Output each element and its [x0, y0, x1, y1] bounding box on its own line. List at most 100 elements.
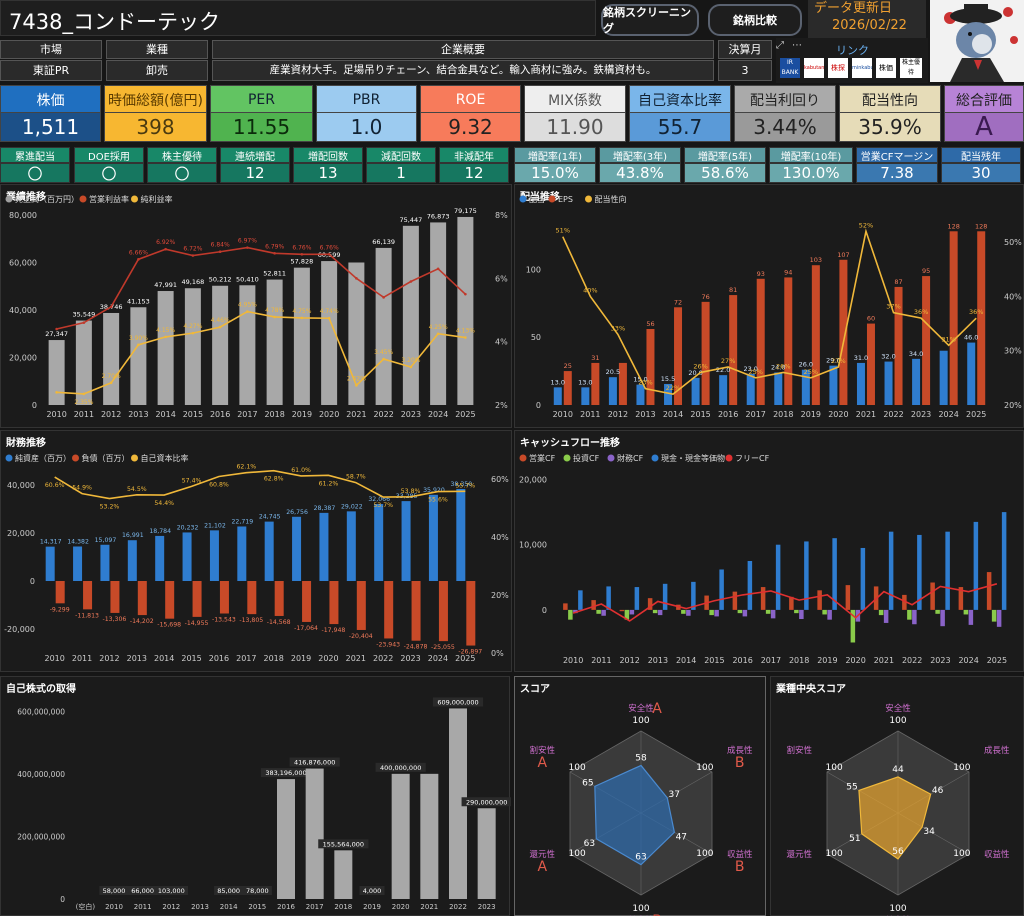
- cf-bar-3-5: [719, 569, 724, 610]
- fin-debt-bar-14: [438, 581, 448, 642]
- page-title: 7438_コンドーテック: [0, 0, 596, 36]
- perf-xtick-13: 2023: [401, 410, 421, 419]
- perf-net-line-pt-9: [300, 316, 304, 320]
- payout-label-2: 33%: [611, 324, 625, 332]
- perf-op-line-pt-9: [300, 252, 304, 256]
- fiscal-label: 決算月: [718, 40, 772, 59]
- fin-ytick-2: 20,000: [7, 529, 35, 538]
- kpi-label-4: ROE: [420, 85, 521, 115]
- fin-ratio-label-2: 53.2%: [100, 504, 120, 511]
- perf-op-line-pt-2: [109, 305, 113, 309]
- kpi-label-5: MIX係数: [524, 85, 626, 115]
- fin-debt-label-6: -13,543: [212, 617, 236, 624]
- fin-debt-label-13: -24,878: [404, 644, 428, 651]
- bb-label-bg-8: [289, 757, 340, 767]
- perf-net-line-pt-1: [82, 392, 86, 396]
- financial-chart: 純資産（百万） 負債（百万） 自己資本比率 -20,000 0 20,000 40,000 0…: [4, 453, 509, 663]
- div-bar-1: [581, 387, 590, 405]
- fin-debt-bar-5: [192, 581, 202, 617]
- flag-label-1: DOE採用: [74, 147, 144, 163]
- kpi-value-0: 1,511: [0, 112, 101, 142]
- perf-bar-0: [48, 340, 65, 405]
- div-legend-dot-0: [519, 195, 527, 203]
- fin-xtick-10: 2020: [318, 654, 338, 663]
- cf-bar-3-1: [606, 586, 611, 610]
- perf-bar-label-12: 66,139: [372, 238, 395, 246]
- fin-xtick-6: 2016: [209, 654, 229, 663]
- cf-legend-dot-3: [651, 454, 659, 462]
- cf-bar-1-5: [709, 609, 714, 616]
- expand-icon[interactable]: ⤢: [776, 40, 784, 51]
- perf-net-label-2: 2.70%: [102, 373, 121, 380]
- market-value: 東証PR: [0, 60, 102, 81]
- fin-y2tick-1: 20%: [491, 591, 509, 600]
- overview-value: 産業資材大手。足場吊りチェーン、結合金具など。輸入商材に強み。鉄構資材も。: [212, 60, 714, 81]
- irbank-link-icon[interactable]: IR BANK: [780, 58, 800, 78]
- fin-xtick-1: 2011: [72, 654, 92, 663]
- fin-equity-label-15: 38,350: [450, 481, 472, 488]
- cf-legend-1: 投資CF: [573, 453, 600, 463]
- eps-bar-2: [618, 362, 627, 405]
- bb-xtick-3: 2012: [162, 903, 180, 911]
- div-xtick-8: 2018: [773, 410, 793, 419]
- eps-label-9: 103: [810, 256, 822, 264]
- perf-bar-label-0: 27,347: [45, 330, 68, 338]
- div-label-15: 46.0: [964, 334, 978, 342]
- score-axis-2: 収益性: [727, 849, 753, 860]
- fin-debt-bar-0: [55, 581, 65, 604]
- eps-label-15: 128: [975, 222, 987, 230]
- more-icon[interactable]: ⋯: [792, 40, 802, 51]
- flag-value-1: 〇: [74, 163, 144, 183]
- fin-ratio-line: [54, 469, 466, 500]
- div-y2tick-0: 20%: [1004, 401, 1022, 410]
- cf-bar-0-7: [760, 587, 766, 610]
- yutai-link-icon[interactable]: 株主優待: [900, 58, 922, 78]
- median-max-1: 100: [953, 763, 970, 773]
- cf-bar-3-8: [804, 541, 809, 610]
- median-radar: 44100安全性46100成長性34100収益性56100効率性51100還元性…: [787, 703, 1010, 916]
- kabutan-link-icon[interactable]: kabutan: [804, 58, 824, 78]
- perf-xtick-12: 2022: [373, 410, 393, 419]
- cf-bar-2-3: [657, 609, 663, 616]
- screening-button[interactable]: 銘柄スクリーニング: [601, 4, 699, 36]
- perf-net-label-15: 4.13%: [456, 328, 475, 335]
- minkabu-link-icon[interactable]: minkabu: [852, 58, 872, 78]
- perf-bar-14: [430, 222, 447, 405]
- payout-label-4: 22%: [666, 384, 680, 392]
- score-max-4: 100: [569, 849, 586, 859]
- fin-equity-bar-15: [456, 488, 466, 581]
- bb-xtick-1: 2010: [105, 903, 123, 911]
- eps-bar-3: [646, 329, 655, 405]
- cf-bar-2-11: [883, 609, 889, 623]
- kpi-label-1: 時価総額(億円): [104, 85, 207, 115]
- div-bar-9: [801, 369, 810, 405]
- kpi-label-0: 株価: [0, 85, 101, 115]
- cf-bar-1-7: [765, 609, 771, 614]
- median-value-3: 56: [892, 847, 904, 857]
- cf-bar-2-13: [940, 609, 945, 627]
- perf-ytick-1: 20,000: [9, 354, 37, 363]
- fin-legend-dot-2: [131, 454, 138, 462]
- industry-label: 業種: [106, 40, 208, 59]
- cf-bar-1-8: [794, 609, 799, 614]
- cashflow-chart: 営業CF 投資CF 財務CF 現金・現金等価物 フリーCF 0 10,000 20,000 20…: [519, 453, 1007, 665]
- payout-label-1: 40%: [583, 286, 597, 294]
- kpi-value-2: 11.55: [210, 112, 313, 142]
- eps-bar-15: [977, 231, 986, 405]
- div-legend-0: 配当: [529, 194, 545, 204]
- update-date: 2026/02/22: [832, 18, 907, 33]
- perf-net-label-7: 4.95%: [238, 302, 257, 309]
- kpi-value-3: 1.0: [316, 112, 417, 142]
- eps-bar-14: [949, 231, 958, 405]
- kabutan-jp-link-icon[interactable]: 株探: [828, 58, 848, 78]
- bb-xtick-7: 2016: [277, 903, 295, 911]
- cf-xtick-14: 2024: [958, 656, 978, 665]
- compare-button[interactable]: 銘柄比較: [708, 4, 802, 36]
- link-panel: ⤢ ⋯ リンク IR BANK kabutan 株探 minkabu 株価 株主…: [776, 38, 928, 83]
- median-value-0: 44: [892, 765, 904, 775]
- stock-price-link-icon[interactable]: 株価: [876, 58, 896, 78]
- cf-xtick-1: 2011: [591, 656, 611, 665]
- perf-op-label-10: 6.76%: [320, 244, 339, 251]
- cf-bar-3-3: [662, 583, 668, 610]
- update-info: データ更新日 2026/02/22: [808, 0, 926, 38]
